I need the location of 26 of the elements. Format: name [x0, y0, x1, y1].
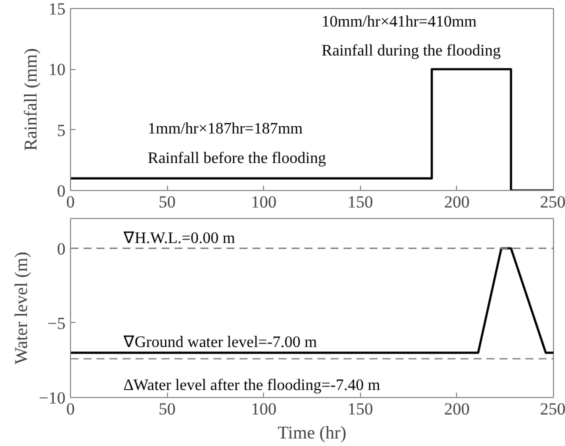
x-tick-label: 200 [444, 192, 470, 212]
x-tick-label: 200 [444, 400, 470, 418]
y-tick-label: −5 [47, 314, 66, 333]
x-tick-label: 150 [348, 192, 374, 212]
annotation: Rainfall before the flooding [148, 150, 326, 167]
x-tick-label: 100 [250, 192, 276, 212]
y-axis-title: Water level (m) [10, 252, 31, 364]
annotation: ∆Water level after the flooding=-7.40 m [124, 376, 381, 394]
annotation: ∇Ground water level=-7.00 m [122, 334, 318, 351]
x-tick-label: 250 [540, 192, 565, 212]
x-tick-label: 250 [540, 400, 565, 418]
y-tick-label: 5 [57, 120, 66, 140]
x-axis-title: Time (hr) [278, 422, 346, 442]
x-tick-label: 50 [158, 192, 176, 212]
annotation: ∇H.W.L.=0.00 m [122, 230, 236, 248]
annotation: Rainfall during the flooding [322, 42, 501, 60]
x-tick-label: 100 [250, 400, 276, 418]
annotation: 1mm/hr×187hr=187mm [148, 120, 304, 138]
y-tick-label: 15 [48, 0, 66, 18]
y-tick-label: 0 [57, 239, 66, 258]
x-tick-label: 50 [158, 400, 176, 418]
x-tick-label: 150 [348, 400, 374, 418]
y-axis-title: Rainfall (mm) [20, 48, 40, 151]
y-tick-label: 10 [48, 60, 66, 80]
annotation: 10mm/hr×41hr=410mm [322, 13, 478, 30]
y-tick-label: −10 [38, 388, 66, 408]
